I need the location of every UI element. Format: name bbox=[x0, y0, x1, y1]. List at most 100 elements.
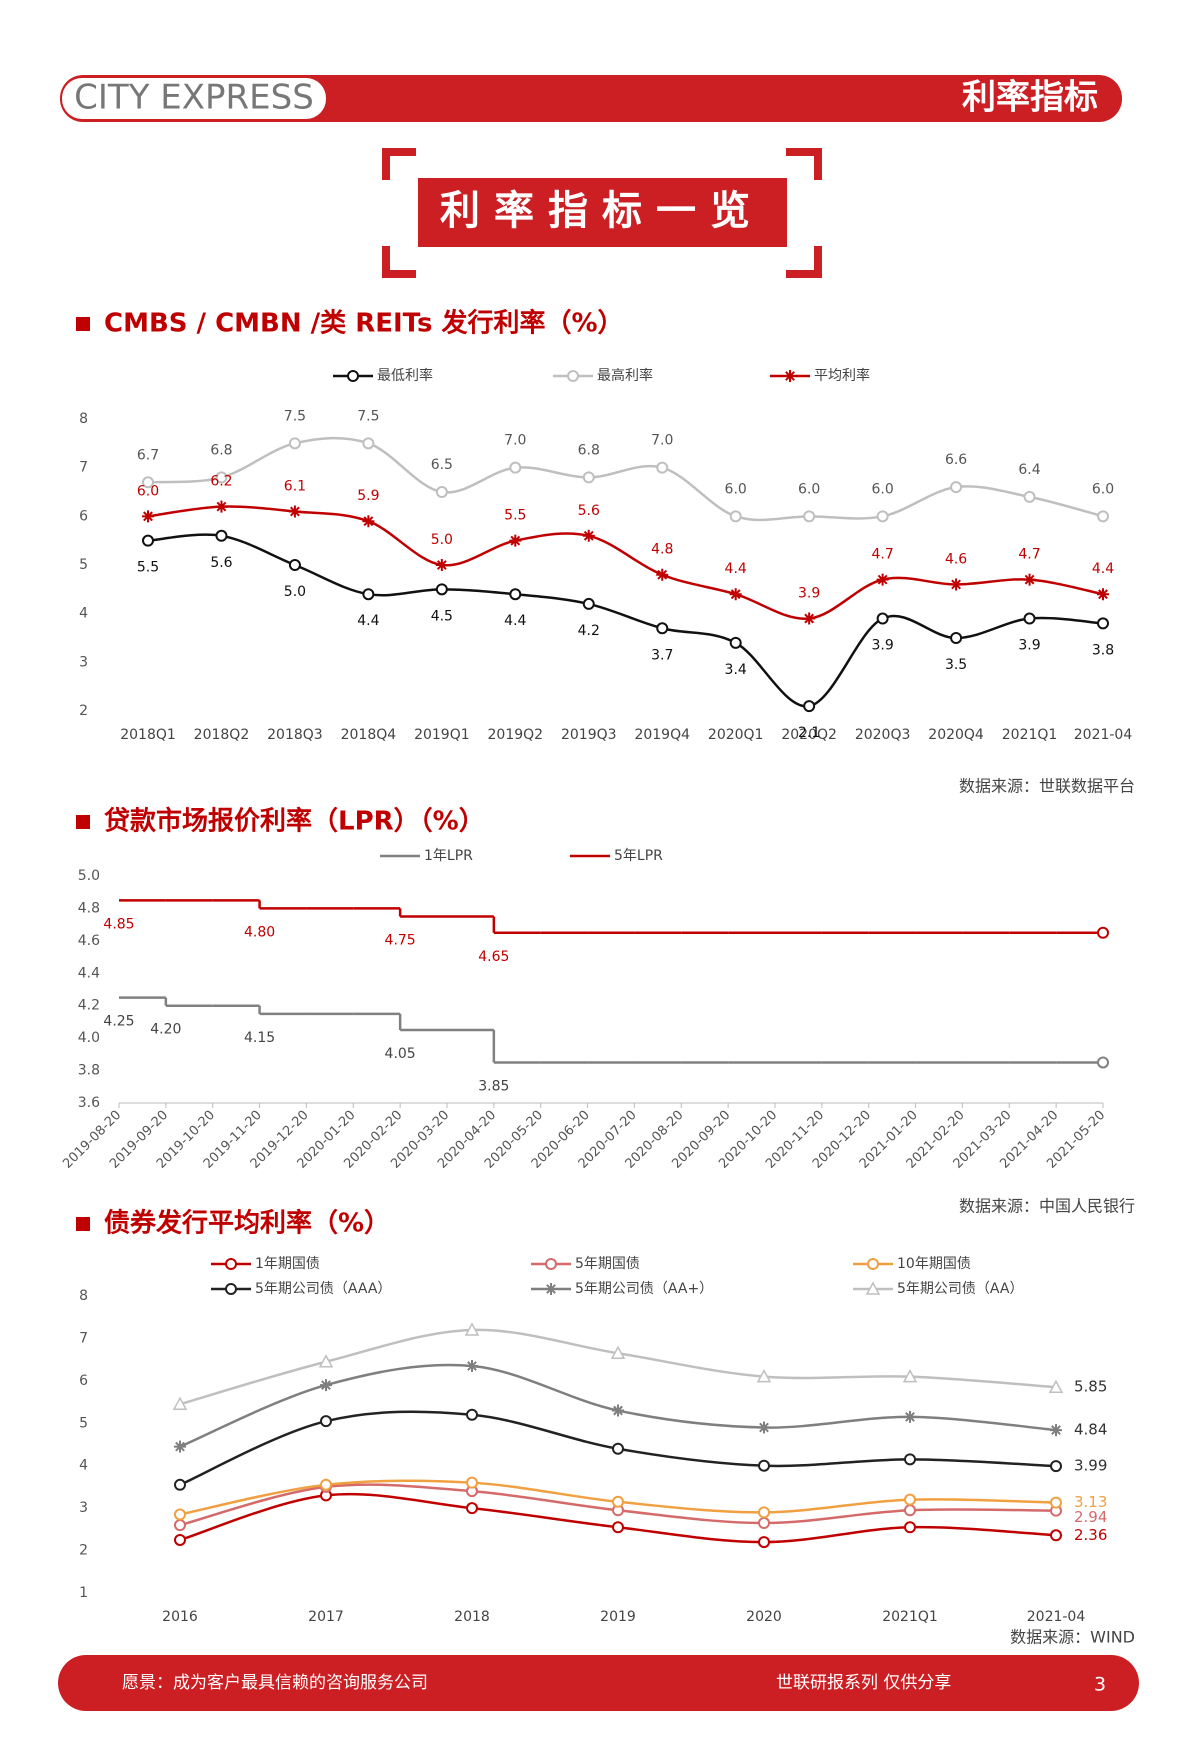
marker bbox=[142, 476, 154, 489]
marker bbox=[904, 1504, 916, 1517]
y-tick-label: 7 bbox=[79, 460, 88, 476]
marker bbox=[612, 1495, 624, 1508]
footer-vision: 愿景：成为客户最具信赖的咨询服务公司 bbox=[122, 1673, 428, 1693]
marker bbox=[1023, 490, 1036, 503]
brand-pill bbox=[62, 78, 326, 119]
marker bbox=[582, 471, 595, 484]
data-label: 5.0 bbox=[431, 532, 453, 548]
data-label: 5.5 bbox=[137, 560, 159, 576]
x-tick-label: 2018 bbox=[454, 1609, 490, 1625]
data-label: 4.7 bbox=[871, 547, 893, 563]
marker bbox=[435, 583, 448, 596]
legend-label: 最低利率 bbox=[377, 367, 433, 384]
marker bbox=[1023, 573, 1036, 586]
data-label: 6.8 bbox=[578, 442, 600, 458]
data-label: 4.4 bbox=[357, 613, 379, 629]
marker bbox=[758, 1536, 770, 1549]
header-section: 利率指标 bbox=[962, 78, 1098, 118]
x-tick-label: 2018Q4 bbox=[341, 727, 397, 743]
y-tick-label: 3 bbox=[79, 1500, 88, 1516]
legend-label: 5年LPR bbox=[614, 848, 663, 864]
marker bbox=[142, 534, 154, 547]
marker bbox=[758, 1459, 770, 1472]
marker bbox=[1050, 1424, 1062, 1437]
marker bbox=[172, 1396, 188, 1410]
data-label: 5.6 bbox=[210, 555, 232, 571]
end-label: 3.13 bbox=[1074, 1493, 1107, 1511]
marker bbox=[950, 632, 963, 644]
legend-label: 5年期公司债（AAA） bbox=[255, 1281, 391, 1297]
y-tick-label: 8 bbox=[79, 1288, 88, 1304]
legend-marker bbox=[225, 1283, 237, 1295]
marker bbox=[904, 1521, 916, 1534]
data-label: 4.6 bbox=[945, 551, 967, 567]
data-label: 3.8 bbox=[1092, 642, 1114, 658]
marker bbox=[612, 1521, 624, 1534]
marker bbox=[362, 437, 375, 450]
y-tick-label: 3.8 bbox=[78, 1063, 100, 1079]
x-tick-label: 2018Q3 bbox=[267, 727, 323, 743]
data-label: 4.4 bbox=[504, 613, 526, 629]
x-tick-label: 2016 bbox=[162, 1609, 198, 1625]
marker bbox=[1097, 926, 1109, 939]
data-label: 7.0 bbox=[504, 433, 526, 449]
marker bbox=[656, 568, 669, 581]
marker bbox=[876, 612, 889, 625]
marker bbox=[876, 573, 889, 586]
data-label: 5.5 bbox=[504, 508, 526, 524]
marker bbox=[758, 1516, 770, 1529]
y-tick-label: 3 bbox=[79, 654, 88, 670]
marker bbox=[729, 636, 742, 649]
banner-title: 利率指标一览 bbox=[440, 188, 764, 234]
y-tick-label: 4.8 bbox=[78, 900, 100, 916]
y-tick-label: 4.0 bbox=[78, 1030, 100, 1046]
y-tick-label: 4 bbox=[79, 1458, 88, 1474]
legend-label: 5年期公司债（AA+） bbox=[575, 1281, 713, 1297]
marker bbox=[288, 505, 301, 518]
marker bbox=[756, 1369, 772, 1383]
end-label: 4.84 bbox=[1074, 1421, 1107, 1439]
marker bbox=[904, 1453, 916, 1466]
marker bbox=[464, 1322, 480, 1336]
section-bullet bbox=[76, 815, 90, 829]
x-tick-label: 2021-04 bbox=[1074, 727, 1133, 743]
y-tick-label: 6 bbox=[79, 508, 88, 524]
data-label: 4.80 bbox=[244, 924, 275, 940]
marker bbox=[509, 588, 522, 601]
footer-bar bbox=[58, 1655, 1139, 1711]
x-tick-label: 2021Q1 bbox=[1002, 727, 1058, 743]
x-tick-label: 2019Q2 bbox=[488, 727, 544, 743]
marker bbox=[803, 612, 816, 625]
marker bbox=[288, 437, 301, 450]
end-label: 2.36 bbox=[1074, 1526, 1107, 1544]
marker bbox=[466, 1408, 478, 1421]
marker bbox=[1023, 612, 1036, 625]
marker bbox=[1050, 1460, 1062, 1473]
marker bbox=[174, 1440, 186, 1453]
x-tick-label: 2020Q1 bbox=[708, 727, 764, 743]
marker bbox=[876, 510, 889, 523]
source-note: 数据来源：世联数据平台 bbox=[959, 777, 1135, 796]
data-label: 4.5 bbox=[431, 608, 453, 624]
marker bbox=[174, 1508, 186, 1521]
marker bbox=[610, 1345, 626, 1360]
data-label: 6.0 bbox=[1092, 481, 1114, 497]
series-line bbox=[147, 505, 1104, 620]
data-label: 4.25 bbox=[103, 1014, 134, 1030]
data-label: 6.0 bbox=[798, 481, 820, 497]
data-label: 6.0 bbox=[137, 483, 159, 499]
y-tick-label: 4.4 bbox=[78, 965, 100, 981]
x-tick-label: 2020 bbox=[746, 1609, 782, 1625]
legend-marker bbox=[347, 370, 359, 382]
section-title: 贷款市场报价利率（LPR）（%） bbox=[104, 806, 485, 837]
data-label: 3.9 bbox=[1018, 638, 1040, 654]
x-tick-label: 2021Q1 bbox=[882, 1609, 938, 1625]
data-label: 5.6 bbox=[578, 503, 600, 519]
data-label: 7.5 bbox=[357, 408, 379, 424]
data-label: 6.4 bbox=[1018, 462, 1040, 478]
marker bbox=[215, 471, 228, 484]
legend-marker bbox=[865, 1281, 881, 1295]
data-label: 5.9 bbox=[357, 488, 379, 504]
